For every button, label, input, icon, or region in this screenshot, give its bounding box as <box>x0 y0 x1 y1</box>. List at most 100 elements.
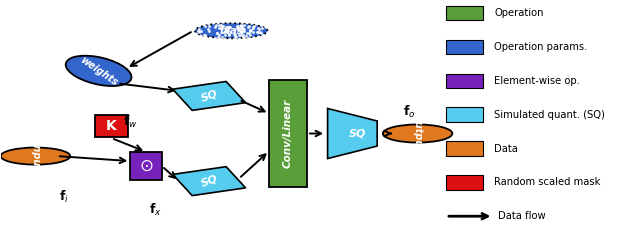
Point <box>214 23 225 27</box>
Point <box>256 31 266 35</box>
Text: SQ: SQ <box>349 129 366 139</box>
Point <box>221 29 232 34</box>
Point <box>221 28 232 32</box>
Text: SQ: SQ <box>199 173 219 189</box>
Text: $\mathbf{f}_o$: $\mathbf{f}_o$ <box>403 104 415 120</box>
Text: output: output <box>413 115 422 152</box>
Text: Operation params.: Operation params. <box>494 42 588 52</box>
Point <box>230 35 240 39</box>
Point <box>212 31 222 35</box>
Text: Element-wise op.: Element-wise op. <box>494 76 580 86</box>
Point <box>239 23 249 27</box>
Point <box>204 29 214 34</box>
Polygon shape <box>173 81 245 110</box>
Point <box>220 34 230 38</box>
Bar <box>130 152 162 180</box>
Point <box>238 28 248 33</box>
Polygon shape <box>173 167 245 196</box>
Point <box>214 26 225 30</box>
Point <box>213 35 223 39</box>
Point <box>234 34 244 38</box>
Bar <box>446 74 483 88</box>
Point <box>244 24 254 28</box>
Bar <box>446 141 483 156</box>
Text: weights: weights <box>78 54 119 87</box>
Point <box>238 35 248 39</box>
Point <box>236 33 246 37</box>
Ellipse shape <box>66 56 132 86</box>
Point <box>223 25 233 29</box>
Point <box>194 29 204 34</box>
Bar <box>446 6 483 20</box>
Point <box>254 27 264 31</box>
Point <box>249 24 259 28</box>
Point <box>195 27 205 31</box>
Bar <box>446 175 483 190</box>
Point <box>257 26 267 30</box>
Point <box>236 23 246 27</box>
Bar <box>446 107 483 122</box>
Text: Simulated quant. (SQ): Simulated quant. (SQ) <box>494 110 605 120</box>
Point <box>198 33 209 37</box>
Point <box>231 35 241 39</box>
Point <box>230 32 240 36</box>
Ellipse shape <box>1 148 70 165</box>
Point <box>237 25 247 29</box>
Point <box>221 25 232 29</box>
Point <box>224 32 234 36</box>
Point <box>232 24 242 28</box>
Point <box>202 27 212 31</box>
Point <box>236 24 246 28</box>
Point <box>224 33 234 37</box>
Point <box>216 26 226 30</box>
Point <box>225 25 235 29</box>
Text: input: input <box>31 142 41 171</box>
Point <box>253 30 263 34</box>
Point <box>237 30 247 34</box>
Point <box>252 30 263 35</box>
Point <box>211 23 221 27</box>
Point <box>248 30 258 34</box>
Point <box>236 30 246 34</box>
Point <box>236 24 246 28</box>
Text: $\mathbf{f}_i$: $\mathbf{f}_i$ <box>59 189 69 205</box>
Polygon shape <box>328 108 377 159</box>
Point <box>247 26 258 30</box>
Point <box>242 31 252 35</box>
Point <box>193 28 204 33</box>
Point <box>219 30 229 34</box>
Point <box>235 28 245 32</box>
Point <box>218 24 228 28</box>
Text: Data: Data <box>494 144 518 153</box>
Point <box>245 28 256 32</box>
Bar <box>446 40 483 54</box>
Text: $\mathbf{K}$: $\mathbf{K}$ <box>105 119 118 133</box>
Point <box>224 25 234 29</box>
Point <box>204 24 214 28</box>
Point <box>245 33 255 37</box>
Text: SQ: SQ <box>199 88 219 104</box>
Point <box>253 26 263 30</box>
Text: Operation: Operation <box>494 8 544 18</box>
Point <box>223 29 233 33</box>
Point <box>232 25 242 29</box>
Point <box>244 29 254 33</box>
Point <box>238 33 248 37</box>
Point <box>233 28 244 32</box>
Bar <box>269 80 307 187</box>
Text: $\odot$: $\odot$ <box>139 157 153 175</box>
Point <box>219 29 230 33</box>
Text: $\mathbf{f}_x$: $\mathbf{f}_x$ <box>149 202 162 218</box>
Point <box>210 25 220 29</box>
Point <box>233 26 243 30</box>
Text: bias: bias <box>219 26 243 36</box>
Text: Random scaled mask: Random scaled mask <box>494 177 600 187</box>
Point <box>217 36 227 40</box>
Point <box>241 34 251 38</box>
Point <box>246 27 256 32</box>
Text: Data flow: Data flow <box>498 211 546 221</box>
Point <box>196 29 206 33</box>
Point <box>212 30 223 35</box>
Point <box>200 24 211 28</box>
Point <box>216 23 226 27</box>
